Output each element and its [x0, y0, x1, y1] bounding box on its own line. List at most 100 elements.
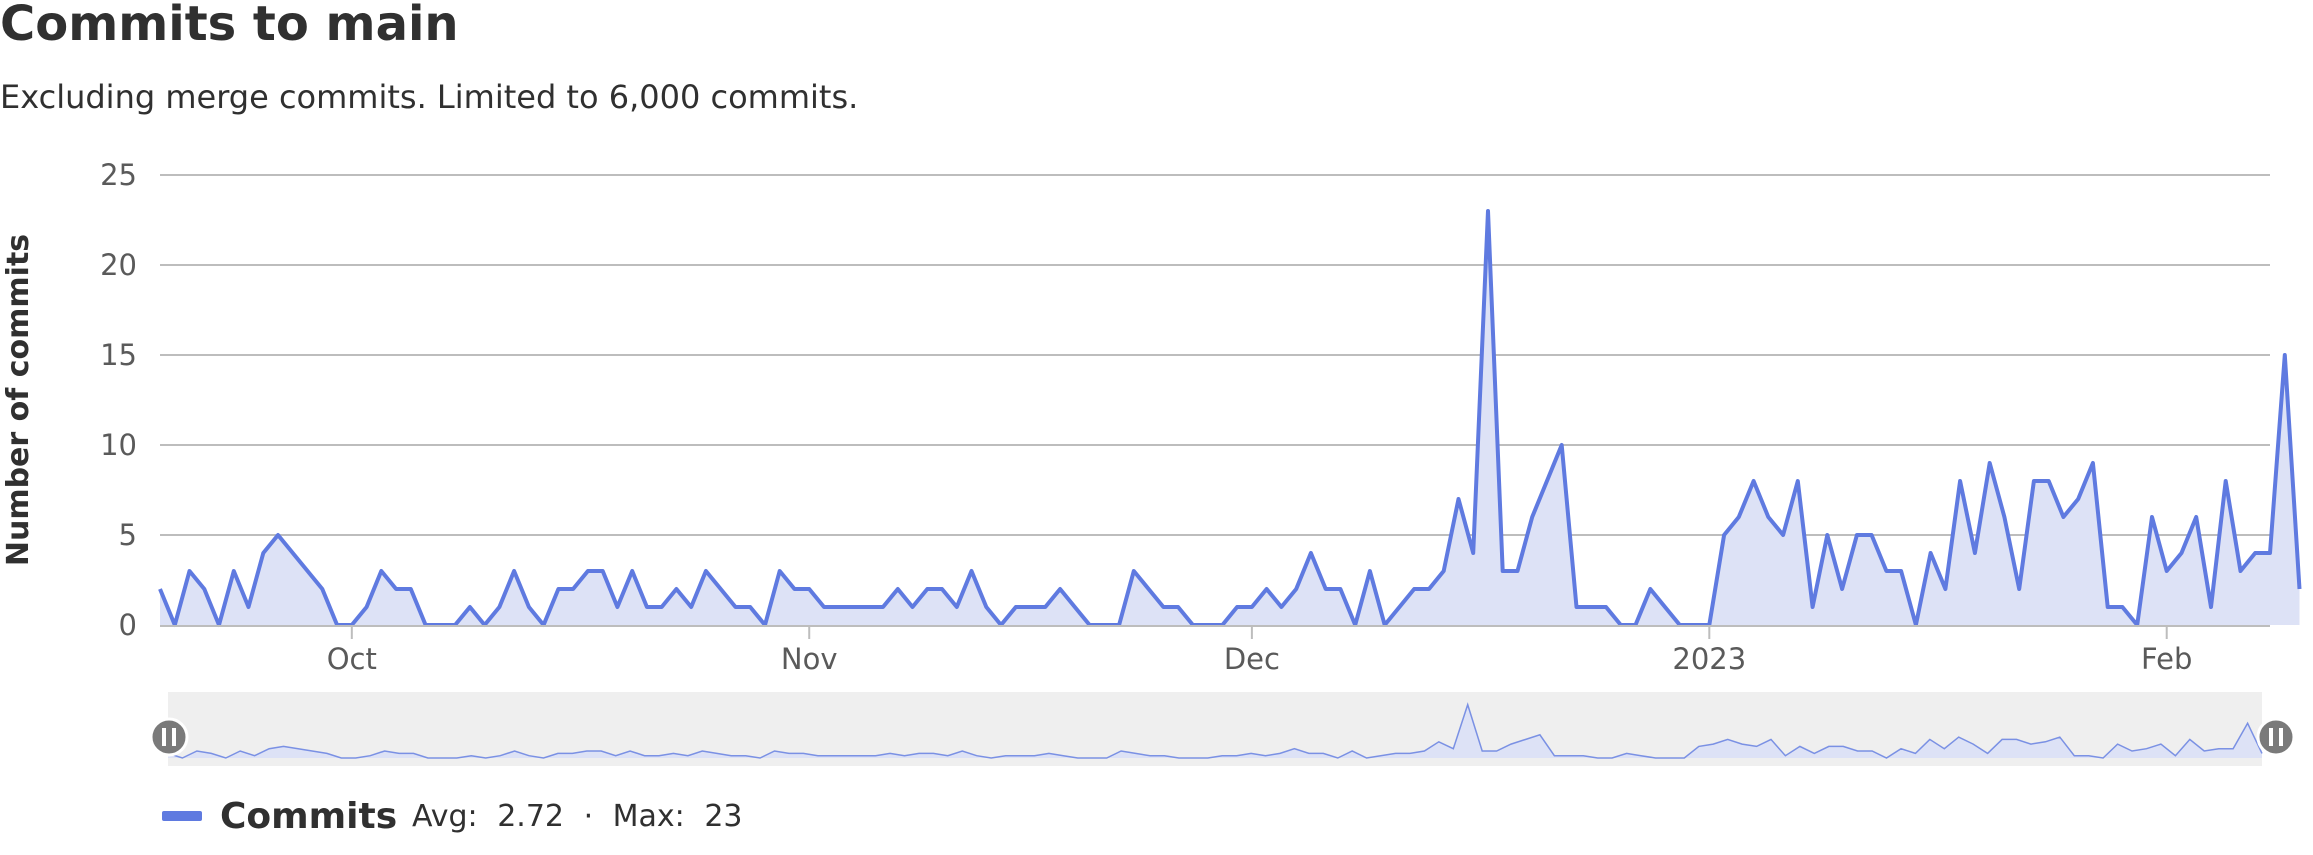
data-point[interactable] — [1853, 531, 1861, 539]
data-point[interactable] — [1145, 585, 1153, 593]
data-point[interactable] — [835, 603, 843, 611]
data-point[interactable] — [1041, 603, 1049, 611]
data-point[interactable] — [1322, 585, 1330, 593]
data-point[interactable] — [1455, 495, 1463, 503]
data-point[interactable] — [318, 585, 326, 593]
data-point[interactable] — [923, 585, 931, 593]
data-point[interactable] — [672, 585, 680, 593]
data-point[interactable] — [1130, 567, 1138, 575]
data-point[interactable] — [1882, 567, 1890, 575]
data-point[interactable] — [776, 567, 784, 575]
data-point[interactable] — [2281, 351, 2289, 359]
data-point[interactable] — [2089, 459, 2097, 467]
data-point[interactable] — [245, 603, 253, 611]
data-point[interactable] — [1661, 603, 1669, 611]
data-point[interactable] — [377, 567, 385, 575]
data-point[interactable] — [909, 603, 917, 611]
data-point[interactable] — [1366, 567, 1374, 575]
data-point[interactable] — [1528, 513, 1536, 521]
data-point[interactable] — [1056, 585, 1064, 593]
data-point[interactable] — [1720, 531, 1728, 539]
data-point[interactable] — [1027, 603, 1035, 611]
data-point[interactable] — [1927, 549, 1935, 557]
data-point[interactable] — [864, 603, 872, 611]
data-point[interactable] — [805, 585, 813, 593]
data-point[interactable] — [717, 585, 725, 593]
data-point[interactable] — [1646, 585, 1654, 593]
data-point[interactable] — [2266, 549, 2274, 557]
data-point[interactable] — [186, 567, 194, 575]
data-point[interactable] — [392, 585, 400, 593]
data-point[interactable] — [363, 603, 371, 611]
data-point[interactable] — [1764, 513, 1772, 521]
data-point[interactable] — [1410, 585, 1418, 593]
data-point[interactable] — [510, 567, 518, 575]
data-point[interactable] — [2000, 513, 2008, 521]
data-point[interactable] — [658, 603, 666, 611]
data-point[interactable] — [953, 603, 961, 611]
data-point[interactable] — [495, 603, 503, 611]
data-point[interactable] — [2059, 513, 2067, 521]
data-point[interactable] — [1174, 603, 1182, 611]
data-point[interactable] — [1986, 459, 1994, 467]
data-point[interactable] — [2207, 603, 2215, 611]
data-point[interactable] — [2222, 477, 2230, 485]
data-point[interactable] — [1336, 585, 1344, 593]
data-point[interactable] — [1469, 549, 1477, 557]
data-point[interactable] — [687, 603, 695, 611]
data-point[interactable] — [1263, 585, 1271, 593]
data-point[interactable] — [643, 603, 651, 611]
data-point[interactable] — [156, 585, 164, 593]
data-point[interactable] — [407, 585, 415, 593]
handle-knob[interactable] — [149, 717, 189, 757]
data-point[interactable] — [1956, 477, 1964, 485]
data-point[interactable] — [2192, 513, 2200, 521]
data-point[interactable] — [1499, 567, 1507, 575]
range-navigator[interactable] — [149, 692, 2296, 766]
data-point[interactable] — [1159, 603, 1167, 611]
data-point[interactable] — [1440, 567, 1448, 575]
data-point[interactable] — [894, 585, 902, 593]
data-point[interactable] — [613, 603, 621, 611]
data-point[interactable] — [850, 603, 858, 611]
data-point[interactable] — [968, 567, 976, 575]
handle-knob[interactable] — [2256, 717, 2296, 757]
data-point[interactable] — [584, 567, 592, 575]
data-point[interactable] — [702, 567, 710, 575]
data-point[interactable] — [1514, 567, 1522, 575]
data-point[interactable] — [1779, 531, 1787, 539]
data-point[interactable] — [1750, 477, 1758, 485]
data-point[interactable] — [1307, 549, 1315, 557]
data-point[interactable] — [1558, 441, 1566, 449]
data-point[interactable] — [259, 549, 267, 557]
data-point[interactable] — [2251, 549, 2259, 557]
data-point[interactable] — [2163, 567, 2171, 575]
data-point[interactable] — [2178, 549, 2186, 557]
data-point[interactable] — [791, 585, 799, 593]
data-point[interactable] — [1484, 207, 1492, 215]
data-point[interactable] — [1292, 585, 1300, 593]
data-point[interactable] — [2296, 585, 2304, 593]
data-point[interactable] — [1838, 585, 1846, 593]
data-point[interactable] — [554, 585, 562, 593]
data-point[interactable] — [1823, 531, 1831, 539]
data-point[interactable] — [2237, 567, 2245, 575]
data-point[interactable] — [1602, 603, 1610, 611]
data-point[interactable] — [1794, 477, 1802, 485]
data-point[interactable] — [1941, 585, 1949, 593]
data-point[interactable] — [628, 567, 636, 575]
navigator-handle-right[interactable] — [2256, 717, 2296, 757]
data-point[interactable] — [200, 585, 208, 593]
data-point[interactable] — [1573, 603, 1581, 611]
data-point[interactable] — [1971, 549, 1979, 557]
data-point[interactable] — [1809, 603, 1817, 611]
data-point[interactable] — [1897, 567, 1905, 575]
data-point[interactable] — [2118, 603, 2126, 611]
data-point[interactable] — [2104, 603, 2112, 611]
data-point[interactable] — [1071, 603, 1079, 611]
legend[interactable]: Commits Avg: 2.72 · Max: 23 — [162, 796, 743, 837]
data-point[interactable] — [2074, 495, 2082, 503]
data-point[interactable] — [1248, 603, 1256, 611]
data-point[interactable] — [1233, 603, 1241, 611]
data-point[interactable] — [1277, 603, 1285, 611]
